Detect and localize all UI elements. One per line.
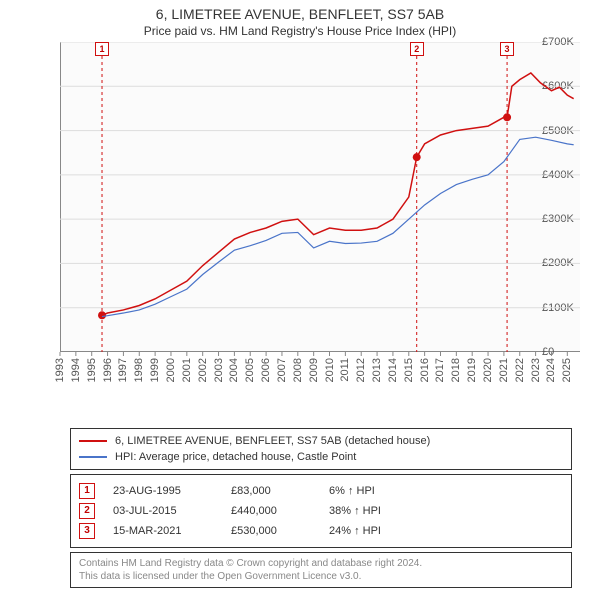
chart-event-badge: 1 [95,42,109,56]
license-line: Contains HM Land Registry data © Crown c… [79,557,563,570]
license-line: This data is licensed under the Open Gov… [79,570,563,583]
page: 6, LIMETREE AVENUE, BENFLEET, SS7 5AB Pr… [0,0,600,590]
transaction-row: 1 23-AUG-1995 £83,000 6% ↑ HPI [79,481,563,501]
page-title: 6, LIMETREE AVENUE, BENFLEET, SS7 5AB [0,0,600,22]
legend-label: 6, LIMETREE AVENUE, BENFLEET, SS7 5AB (d… [115,433,430,449]
chart-event-badge: 3 [500,42,514,56]
transaction-date: 23-AUG-1995 [113,481,213,501]
legend-row: HPI: Average price, detached house, Cast… [79,449,563,465]
chart-event-badge: 2 [410,42,424,56]
transaction-row: 3 15-MAR-2021 £530,000 24% ↑ HPI [79,521,563,541]
transactions-table: 1 23-AUG-1995 £83,000 6% ↑ HPI 2 03-JUL-2015 £… [70,474,572,548]
chart-svg [0,42,590,362]
legend-swatch [79,456,107,458]
transaction-date: 03-JUL-2015 [113,501,213,521]
transaction-badge: 1 [79,483,95,499]
legend-row: 6, LIMETREE AVENUE, BENFLEET, SS7 5AB (d… [79,433,563,449]
license-notice: Contains HM Land Registry data © Crown c… [70,552,572,588]
transaction-delta: 24% ↑ HPI [329,521,399,541]
transaction-price: £530,000 [231,521,311,541]
page-subtitle: Price paid vs. HM Land Registry's House … [0,22,600,42]
price-chart: £0£100K£200K£300K£400K£500K£600K£700K199… [0,42,600,422]
legend-swatch [79,440,107,442]
transaction-badge: 2 [79,503,95,519]
transaction-price: £83,000 [231,481,311,501]
transaction-delta: 6% ↑ HPI [329,481,399,501]
transaction-delta: 38% ↑ HPI [329,501,399,521]
transaction-date: 15-MAR-2021 [113,521,213,541]
series-price_paid [102,73,574,315]
transaction-row: 2 03-JUL-2015 £440,000 38% ↑ HPI [79,501,563,521]
legend-label: HPI: Average price, detached house, Cast… [115,449,356,465]
transaction-badge: 3 [79,523,95,539]
transaction-price: £440,000 [231,501,311,521]
legend: 6, LIMETREE AVENUE, BENFLEET, SS7 5AB (d… [70,428,572,470]
